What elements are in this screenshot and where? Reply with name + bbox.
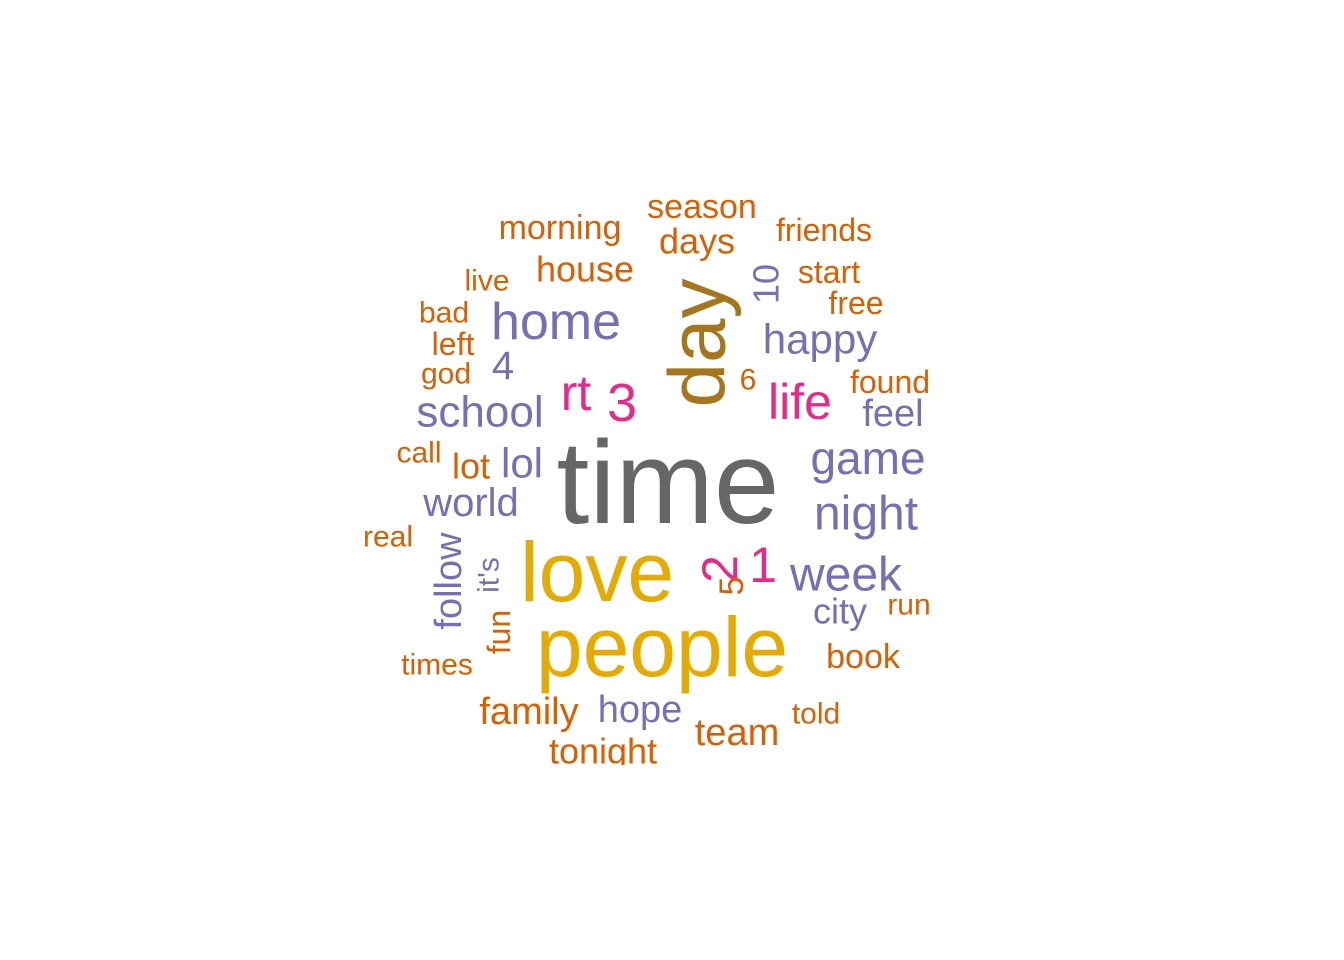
word-29: house	[536, 249, 634, 290]
word-22: 10	[746, 264, 787, 304]
word-47: told	[792, 698, 840, 731]
word-30: start	[798, 254, 860, 290]
word-32: free	[828, 285, 883, 321]
word-21: 4	[492, 344, 514, 388]
word-46: family	[479, 691, 578, 733]
word-16: world	[422, 481, 519, 525]
word-45: book	[826, 638, 901, 676]
word-14: night	[814, 488, 918, 541]
word-50: money	[673, 762, 775, 800]
word-41: 5	[713, 577, 751, 596]
word-3: love	[520, 525, 674, 619]
word-37: found	[850, 364, 930, 400]
word-18: feel	[862, 393, 923, 435]
word-13: game	[810, 432, 925, 484]
word-15: week	[789, 549, 903, 602]
word-20: hope	[598, 689, 683, 731]
word-39: lot	[452, 446, 490, 487]
word-28: days	[659, 221, 735, 262]
word-26: morning	[499, 209, 622, 247]
word-10: home	[491, 293, 621, 351]
word-7: life	[768, 374, 832, 430]
word-8: 2	[692, 555, 748, 583]
word-12: happy	[763, 316, 877, 363]
word-38: call	[396, 437, 441, 470]
word-40: real	[363, 521, 413, 554]
word-31: live	[464, 265, 509, 298]
word-1: time	[557, 417, 780, 549]
word-23: follow	[428, 532, 470, 630]
word-36: 6	[740, 364, 757, 397]
word-33: bad	[419, 297, 469, 330]
word-5: 3	[607, 373, 637, 433]
word-11: school	[416, 388, 543, 437]
word-2: people	[536, 600, 788, 694]
word-42: run	[887, 589, 930, 622]
word-4: day	[653, 279, 742, 408]
word-49: tonight	[549, 731, 657, 772]
word-48: team	[695, 712, 779, 754]
word-17: lol	[501, 440, 543, 487]
word-44: times	[401, 649, 473, 682]
word-25: season	[647, 188, 757, 226]
word-43: fun	[481, 610, 517, 654]
word-19: city	[813, 591, 867, 632]
word-35: god	[421, 358, 471, 391]
word-9: 1	[749, 537, 777, 593]
word-24: it's	[473, 557, 506, 593]
word-27: friends	[776, 212, 872, 248]
word-34: left	[432, 326, 475, 362]
word-6: rt	[561, 365, 592, 421]
